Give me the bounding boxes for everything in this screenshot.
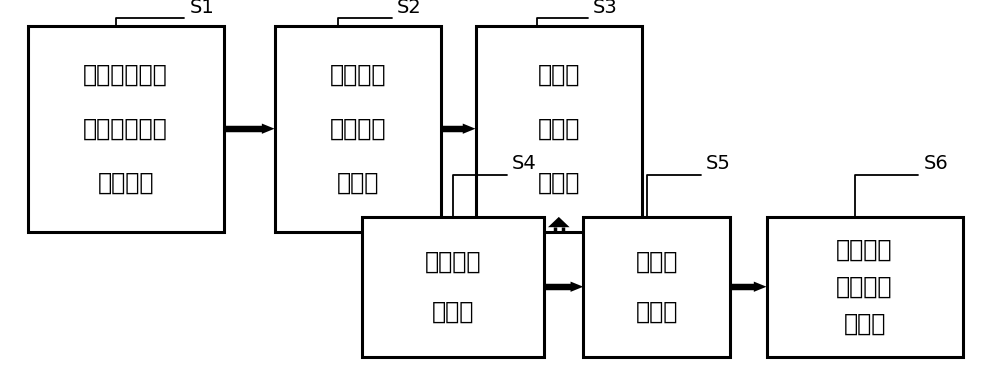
Text: 基于非线性动: 基于非线性动 bbox=[83, 63, 168, 87]
Text: 整方案: 整方案 bbox=[337, 171, 379, 195]
Bar bbox=[476, 26, 642, 232]
Text: 力学设计新型: 力学设计新型 bbox=[83, 117, 168, 141]
Polygon shape bbox=[548, 217, 570, 227]
Text: 转为二: 转为二 bbox=[538, 63, 580, 87]
Bar bbox=[28, 26, 224, 232]
Text: 数值算法: 数值算法 bbox=[425, 250, 481, 274]
Bar bbox=[767, 217, 963, 357]
Text: S2: S2 bbox=[397, 0, 422, 16]
Polygon shape bbox=[463, 123, 476, 134]
Text: 全向移动: 全向移动 bbox=[836, 275, 893, 299]
Text: 层状态调: 层状态调 bbox=[330, 117, 386, 141]
Text: 机械臂: 机械臂 bbox=[843, 312, 886, 336]
Text: 求解器: 求解器 bbox=[432, 300, 474, 324]
Text: 下位机: 下位机 bbox=[636, 250, 678, 274]
Text: 化问题: 化问题 bbox=[538, 171, 580, 195]
Bar bbox=[362, 217, 544, 357]
Text: S1: S1 bbox=[189, 0, 214, 16]
Text: 次型优: 次型优 bbox=[538, 117, 580, 141]
Text: S3: S3 bbox=[593, 0, 618, 16]
Text: S6: S6 bbox=[923, 154, 948, 173]
Bar bbox=[583, 217, 730, 357]
Text: 四轮对称: 四轮对称 bbox=[836, 238, 893, 262]
Text: 控制器: 控制器 bbox=[636, 300, 678, 324]
Polygon shape bbox=[754, 282, 767, 292]
Polygon shape bbox=[262, 123, 275, 134]
Bar bbox=[275, 26, 441, 232]
Text: 建立速度: 建立速度 bbox=[330, 63, 386, 87]
Text: S5: S5 bbox=[706, 154, 731, 173]
Polygon shape bbox=[571, 282, 583, 292]
Text: S4: S4 bbox=[512, 154, 537, 173]
Text: 性能指标: 性能指标 bbox=[97, 171, 154, 195]
